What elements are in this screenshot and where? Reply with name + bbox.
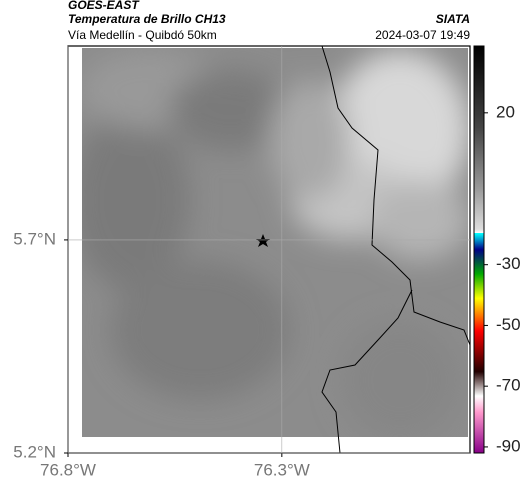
colorbar-tick-label: 20 [496,102,515,121]
agency: SIATA [436,12,470,26]
title: Temperatura de Brillo CH13 [68,12,226,26]
colorbar-tick-label: -50 [496,315,521,334]
colorbar-tick-label: -90 [496,436,521,455]
satellite-image [82,48,468,437]
colorbar-tick-label: -70 [496,376,521,395]
colorbar-tick-label: -30 [496,254,521,273]
border [321,45,471,454]
colorbar [473,45,485,454]
subtitle: Vía Medellín - Quibdó 50km [68,28,217,42]
source: GOES-EAST [68,0,140,12]
location-marker [256,234,270,247]
x-tick-label: 76.8°W [40,460,96,479]
y-tick-label: 5.7°N [13,229,56,248]
x-tick-label: 76.3°W [254,460,310,479]
y-tick-label: 5.2°N [13,442,56,461]
datetime: 2024-03-07 19:49 [375,28,470,42]
